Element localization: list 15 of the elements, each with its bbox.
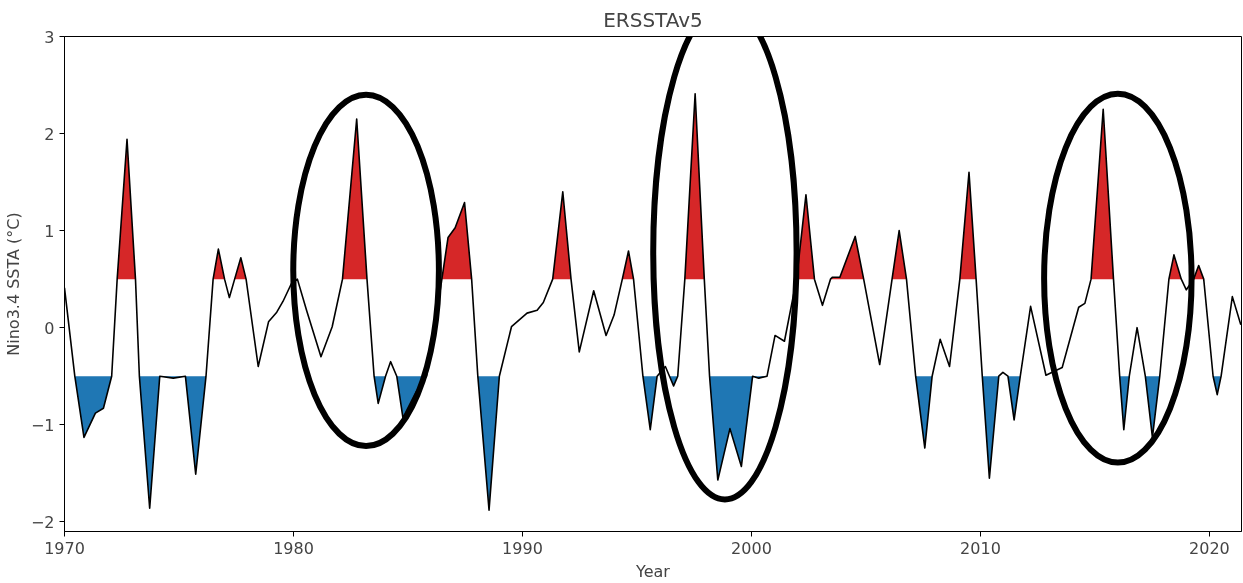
x-tick-label: 2020 [1189, 538, 1230, 558]
y-tick-label: −1 [30, 415, 55, 435]
x-tick-label: 1970 [44, 538, 85, 558]
x-tick-label: 1990 [502, 538, 543, 558]
x-tick-label: 2000 [731, 538, 772, 558]
y-tick-label: 2 [44, 124, 55, 144]
x-tick-label: 1980 [273, 538, 314, 558]
x-axis-title: Year [635, 561, 671, 581]
y-tick-label: 3 [44, 27, 55, 47]
y-tick-label: 1 [44, 221, 55, 241]
y-tick-label: −2 [30, 512, 55, 532]
chart-title: ERSSTAv5 [603, 7, 703, 32]
x-tick-label: 2010 [960, 538, 1001, 558]
y-tick-label: 0 [44, 318, 55, 338]
y-axis-title: Nino3.4 SSTA (°C) [3, 212, 23, 356]
